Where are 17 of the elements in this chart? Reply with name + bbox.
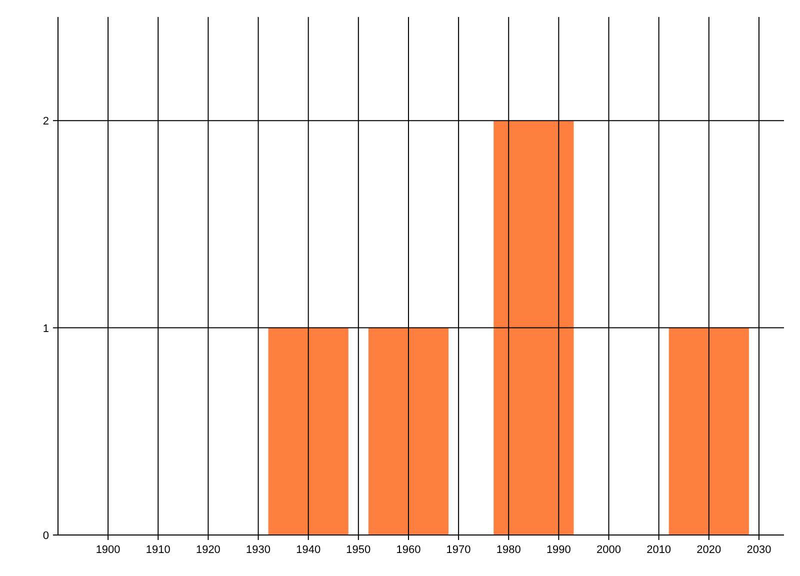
y-tick-label: 2 (42, 116, 49, 128)
x-tick-label: 2010 (646, 544, 672, 556)
x-tick-label: 2030 (746, 544, 772, 556)
x-tick-label: 1980 (496, 544, 521, 556)
x-tick-label: 1920 (196, 544, 220, 556)
x-tick-label: 2000 (596, 544, 621, 556)
x-tick-label: 1960 (396, 544, 421, 556)
x-tick-label: 1950 (346, 544, 371, 556)
x-tick-label: 1910 (146, 544, 170, 556)
y-tick-label: 0 (42, 530, 49, 542)
x-tick-label: 1970 (446, 544, 471, 556)
y-tick-label: 1 (42, 322, 49, 335)
x-tick-label: 1940 (296, 544, 321, 556)
x-tick-label: 1900 (96, 544, 120, 556)
x-tick-label: 1930 (246, 544, 271, 556)
x-tick-label: 1990 (546, 544, 571, 556)
x-tick-label: 2020 (696, 544, 722, 556)
